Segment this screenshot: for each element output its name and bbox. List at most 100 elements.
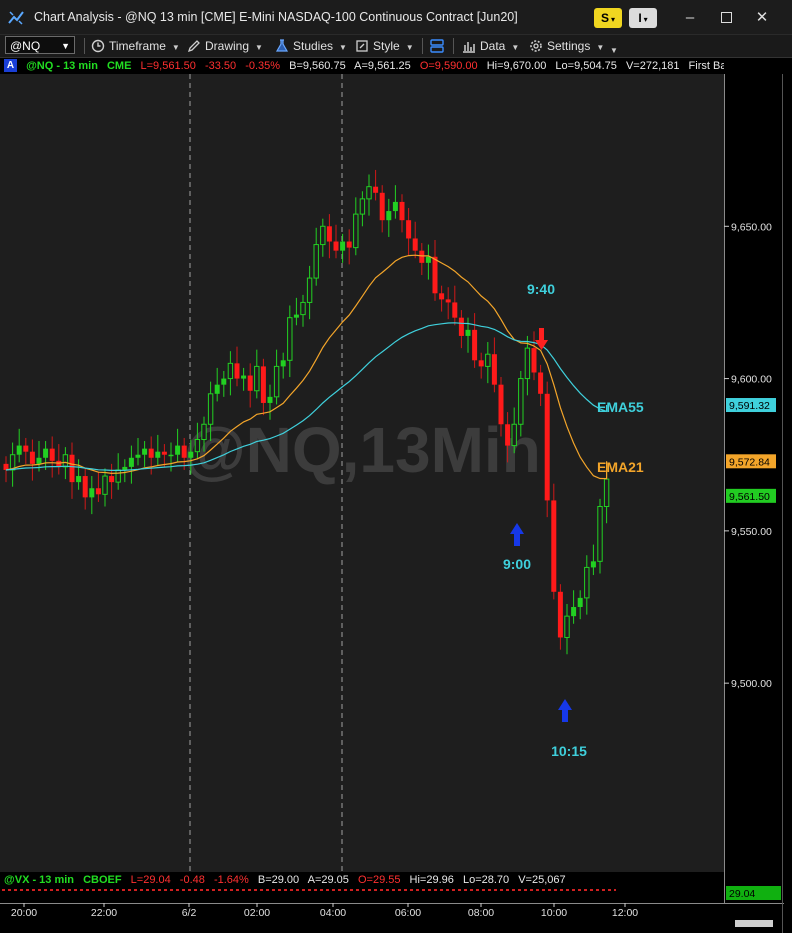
window-title: Chart Analysis - @NQ 13 min [CME] E-Mini… xyxy=(34,10,518,24)
style-menu[interactable]: Style ▼ xyxy=(355,38,414,54)
candle-body xyxy=(584,566,590,599)
ema21-value-badge-label: 9,572.84 xyxy=(729,456,770,468)
i-button[interactable]: I ▾ xyxy=(629,8,657,28)
vx-change: -0.48 xyxy=(179,874,205,886)
candle-body xyxy=(56,460,62,467)
data-menu[interactable]: Data ▼ xyxy=(462,38,519,54)
candle-body xyxy=(511,423,517,447)
layers-icon xyxy=(430,39,444,53)
x-tick-label: 02:00 xyxy=(244,907,270,919)
sell-arrow-icon xyxy=(535,328,548,350)
x-tick-label: 10:00 xyxy=(541,907,567,919)
candle-body xyxy=(148,448,154,458)
maximize-icon[interactable] xyxy=(716,8,736,28)
candle-body xyxy=(128,457,134,467)
pencil-icon xyxy=(187,40,200,53)
candle-body xyxy=(505,424,511,446)
candle-body xyxy=(577,597,583,608)
candle-body xyxy=(109,476,115,483)
drawing-menu[interactable]: Drawing ▼ xyxy=(187,38,263,54)
s-button[interactable]: S ▾ xyxy=(594,8,622,28)
candle-body xyxy=(227,362,234,380)
vx-last: L=29.04 xyxy=(130,874,171,886)
candle-body xyxy=(201,423,207,440)
candle-body xyxy=(353,213,359,249)
app-chart-icon xyxy=(8,11,24,25)
close-icon[interactable]: ✕ xyxy=(755,9,769,26)
candle-body xyxy=(333,241,339,251)
candle-body xyxy=(207,393,214,425)
horizontal-scrollbar[interactable] xyxy=(735,920,773,927)
bar-chart-icon xyxy=(463,42,475,53)
info-last: L=9,561.50 xyxy=(140,60,196,72)
analysis-badge[interactable]: A xyxy=(4,59,17,72)
candle-body xyxy=(445,299,451,303)
vx-symbol: @VX - 13 min xyxy=(4,874,75,886)
candle-body xyxy=(472,329,478,361)
candle-body xyxy=(280,360,286,367)
candle-body xyxy=(115,469,121,483)
candle-body xyxy=(439,293,445,300)
candle-body xyxy=(571,607,577,617)
vx-vol: V=25,067 xyxy=(518,874,566,886)
candle-body xyxy=(3,463,9,470)
candle-body xyxy=(406,220,412,239)
candle-body xyxy=(386,211,392,221)
last-price-badge xyxy=(726,488,776,503)
candle-body xyxy=(366,186,372,200)
candle-body xyxy=(465,329,471,336)
info-symbol: @NQ - 13 min xyxy=(26,60,98,72)
ema21-line xyxy=(5,254,608,480)
candle-body xyxy=(194,438,201,453)
clock-icon xyxy=(91,39,105,53)
vx-ask: A=29.05 xyxy=(307,874,349,886)
buy-arrow-icon xyxy=(558,699,572,722)
y-tick-label: 9,500.00 xyxy=(731,678,772,690)
candle-body xyxy=(425,256,431,263)
info-exchange: CME xyxy=(106,60,132,72)
divider xyxy=(422,38,423,54)
y-tick-label: 9,550.00 xyxy=(731,526,772,538)
timeframe-menu[interactable]: Timeframe ▼ xyxy=(91,38,180,54)
x-tick-label: 12:00 xyxy=(612,907,638,919)
minimize-icon[interactable]: – xyxy=(685,9,695,26)
gear-icon xyxy=(530,40,542,52)
candle-body xyxy=(412,238,418,251)
x-tick-label: 22:00 xyxy=(91,907,117,919)
ema21-value-badge xyxy=(726,454,776,469)
y-tick-label: 9,650.00 xyxy=(731,221,772,233)
info-hi: Hi=9,670.00 xyxy=(486,60,547,72)
studies-menu[interactable]: Studies ▼ xyxy=(275,38,347,54)
candle-body xyxy=(188,451,194,458)
candle-body xyxy=(452,302,458,318)
chart-windows-button[interactable] xyxy=(429,38,449,54)
ema55-value-badge xyxy=(726,398,776,413)
candle-body xyxy=(29,451,35,464)
settings-menu[interactable]: Settings ▼ xyxy=(529,38,604,54)
toolbar: @NQ ▼ Timeframe ▼ Drawing ▼ Studies ▼ Style ▼… xyxy=(0,35,792,58)
vx-open: O=29.55 xyxy=(357,874,401,886)
vx-bid: B=29.00 xyxy=(257,874,300,886)
candle-body xyxy=(557,591,563,638)
style-icon xyxy=(356,40,368,52)
info-change: -33.50 xyxy=(204,60,237,72)
toolbar-overflow-icon[interactable]: ▼ xyxy=(610,46,618,55)
vx-value-label: 29.04 xyxy=(729,888,755,900)
info-pct: -0.35% xyxy=(245,60,281,72)
y-tick-label: 9,600.00 xyxy=(731,374,772,386)
candle-body xyxy=(36,457,42,464)
candle-body xyxy=(590,561,596,568)
title-bar: Chart Analysis - @NQ 13 min [CME] E-Mini… xyxy=(0,0,792,35)
candle-body xyxy=(234,363,240,379)
candle-body xyxy=(69,454,75,483)
symbol-input[interactable]: @NQ ▼ xyxy=(5,36,75,54)
candle-body xyxy=(399,201,405,221)
x-tick-label: 20:00 xyxy=(11,907,37,919)
x-tick-label: 08:00 xyxy=(468,907,494,919)
candle-body xyxy=(538,372,544,394)
last-price-badge-label: 9,561.50 xyxy=(729,491,770,503)
candle-body xyxy=(273,365,280,398)
candle-body xyxy=(313,244,319,279)
price-chart[interactable]: @NQ,13Min 9,500.00 9,550.00 9,600.00 9,650.… xyxy=(0,74,792,933)
candle-body xyxy=(287,317,293,361)
